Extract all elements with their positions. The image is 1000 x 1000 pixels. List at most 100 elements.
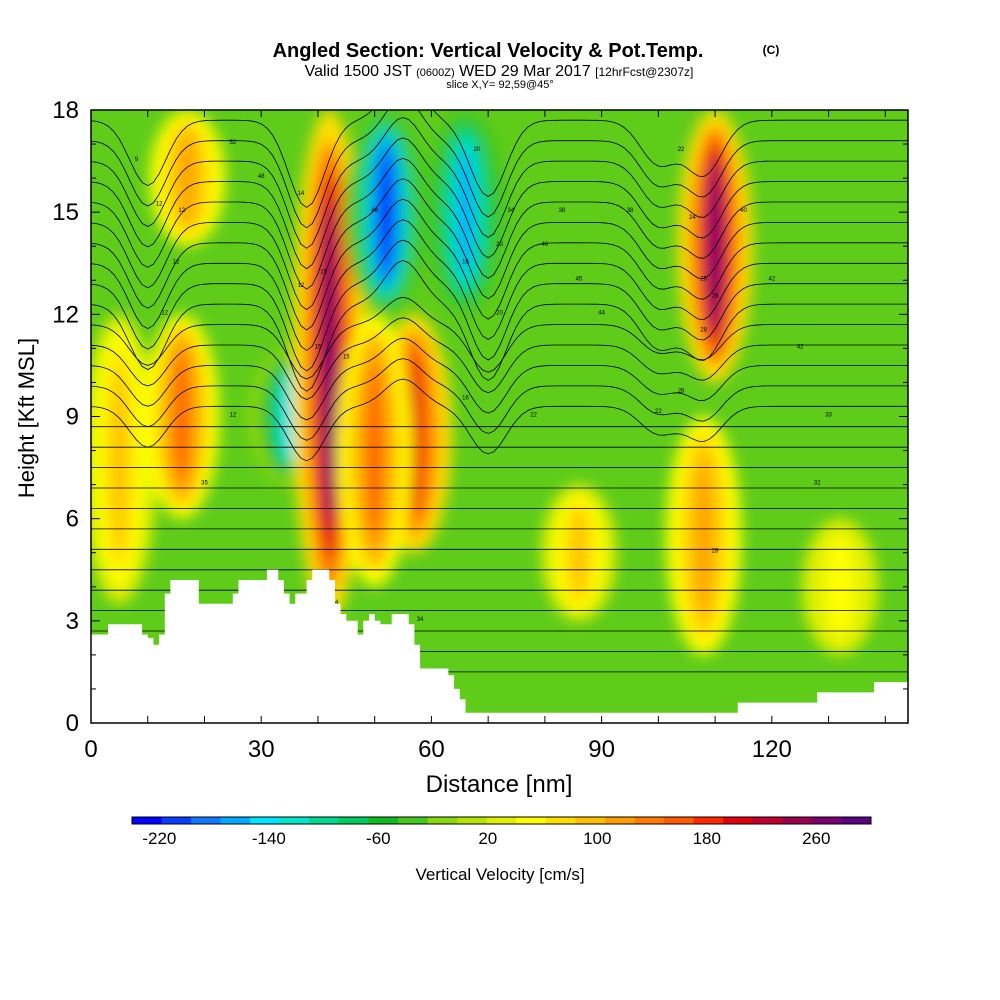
subtitle-valid: Valid 1500 JST	[305, 63, 413, 80]
theta-contour-label: 22	[655, 409, 662, 415]
theta-contour-label: 9	[135, 157, 139, 163]
colorbar-swatch	[634, 817, 665, 824]
theta-contour-label: 28	[712, 293, 719, 299]
theta-contour-label: 34	[332, 600, 339, 606]
theta-contour-line	[91, 378, 908, 462]
colorbar-swatch	[427, 817, 458, 824]
colorbar-tick-label: 20	[478, 829, 497, 848]
theta-contour-label: 52	[229, 140, 236, 146]
velocity-core-10-band-3	[696, 459, 711, 612]
theta-contour-label: 12	[173, 259, 180, 265]
theta-contour-labels: 9 12 12 12 12 12 12 14 15 15 15 16 16 20 20 20 22 22 22 24 2…	[135, 140, 833, 623]
colorbar-swatch	[161, 817, 192, 824]
theta-contour-label: 38	[559, 208, 566, 214]
x-tick-label: 60	[418, 736, 445, 763]
y-tick-label: 12	[52, 301, 79, 328]
colorbar-swatch	[309, 817, 340, 824]
colorbar-swatch	[723, 817, 754, 824]
theta-contour-label: 12	[178, 208, 185, 214]
theta-contour-label: 34	[417, 617, 424, 623]
theta-contour-label: 24	[689, 215, 696, 221]
colorbar-tick-label: -220	[142, 829, 176, 848]
theta-contour-label: 32	[814, 481, 821, 487]
theta-contour-line	[91, 219, 908, 351]
colorbar-swatch	[575, 817, 606, 824]
theta-contour-label: 12	[298, 283, 305, 289]
theta-contour-label: 42	[768, 276, 775, 282]
theta-contour-label: 44	[598, 310, 605, 316]
theta-contour-label: 38	[627, 208, 634, 214]
velocity-core-7-band-3	[367, 363, 382, 538]
x-tick-label: 0	[84, 736, 97, 763]
y-axis: 0 3 6 9 12 15 18	[52, 97, 908, 737]
velocity-core-12-band-3	[832, 543, 847, 631]
subtitle-date: WED 29 Mar 2017	[459, 63, 591, 80]
theta-contour-line	[91, 358, 908, 441]
theta-contour-label: 14	[298, 191, 305, 197]
theta-contour-label: 12	[156, 201, 163, 207]
x-axis: 0 30 60 90 120	[84, 110, 886, 763]
theta-contour-label: 22	[530, 413, 537, 419]
x-axis-label: Distance [nm]	[426, 771, 573, 798]
theta-contour-line	[91, 110, 908, 208]
colorbar-swatch	[132, 817, 163, 824]
colorbar-swatch	[191, 817, 222, 824]
y-tick-label: 18	[52, 97, 79, 124]
theta-contour-line	[91, 337, 908, 421]
colorbar-swatch	[693, 817, 724, 824]
colorbar-swatch	[220, 817, 251, 824]
x-tick-label: 120	[752, 736, 792, 763]
terrain-mask	[91, 569, 908, 723]
chart-title: Angled Section: Vertical Velocity & Pot.…	[273, 40, 704, 62]
theta-contour-label: 40	[740, 208, 747, 214]
theta-contour-label: 20	[473, 147, 480, 153]
x-tick-label: 30	[248, 736, 275, 763]
colorbar-swatch	[368, 817, 399, 824]
velocity-core-1-band-3	[174, 351, 189, 482]
colorbar-swatch	[338, 817, 369, 824]
colorbar-tick-label: 100	[583, 829, 611, 848]
theta-contour-label: 22	[678, 147, 685, 153]
y-tick-label: 0	[66, 710, 79, 737]
colorbar-swatch	[279, 817, 310, 824]
subtitle-utc: (0600Z)	[416, 67, 455, 79]
theta-contour-label: 16	[462, 259, 469, 265]
theta-contour-line	[91, 110, 908, 229]
colorbar-swatch	[398, 817, 429, 824]
velocity-core-0-band-3	[112, 366, 127, 552]
theta-contour-line	[91, 178, 908, 311]
colorbar-swatch	[811, 817, 842, 824]
colorbar-swatch	[457, 817, 488, 824]
theta-contour-label: 33	[825, 413, 832, 419]
colorbar-tick-label: -60	[366, 829, 391, 848]
colorbar-tick-label: 260	[802, 829, 830, 848]
theta-contour-label: 15	[315, 344, 322, 350]
colorbar-swatch	[516, 817, 547, 824]
theta-contour-line	[91, 260, 908, 392]
theta-contour-label: 42	[797, 344, 804, 350]
theta-contour-line	[91, 198, 908, 331]
theta-contour-line	[91, 137, 908, 270]
subtitle-forecast: [12hrFcst@2307z]	[595, 65, 693, 79]
theta-contour-line	[91, 239, 908, 372]
colorbar-swatch	[752, 817, 783, 824]
theta-contour-label: 48	[371, 208, 378, 214]
theta-contour-label: 45	[576, 276, 583, 282]
y-tick-label: 3	[66, 608, 79, 635]
velocity-core-9-band-3	[571, 509, 586, 597]
colorbar-swatch	[250, 817, 281, 824]
y-axis-label: Height [Kft MSL]	[14, 338, 39, 498]
colorbar-swatch	[604, 817, 636, 824]
colorbar-tick-labels: -220 -140 -60 20 100 180 260	[142, 829, 830, 848]
theta-contour-line	[91, 317, 908, 400]
theta-contour-label: 20	[496, 242, 503, 248]
chart-subtitle: Valid 1500 JST (0600Z) WED 29 Mar 2017 […	[305, 63, 694, 80]
velocity-core-8-band-3	[457, 146, 474, 278]
y-tick-label: 9	[66, 404, 79, 431]
theta-contour-label: 28	[678, 389, 685, 395]
theta-contour-label: 12	[229, 413, 236, 419]
colorbar-swatch	[664, 817, 695, 824]
theta-contour-line	[91, 296, 908, 380]
theta-contour-line	[91, 117, 908, 249]
